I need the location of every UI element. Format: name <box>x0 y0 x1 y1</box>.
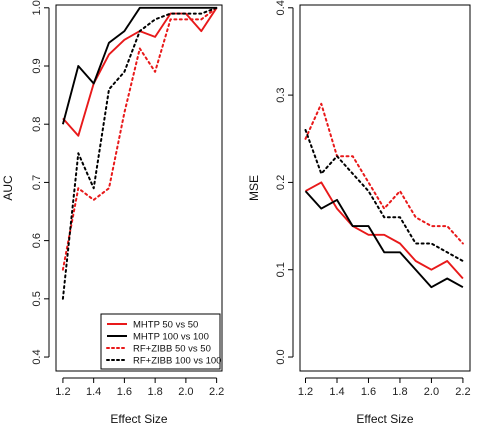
series-line-4 <box>61 6 218 300</box>
x-tick-label: 1.4 <box>86 386 101 398</box>
legend-label: MHTP 50 vs 50 <box>133 320 198 331</box>
y-tick-label: 0.0 <box>275 349 287 364</box>
y-tick-label: 0.4 <box>31 349 43 364</box>
plot-frame <box>299 4 471 372</box>
legend-label: RF+ZIBB 100 vs 100 <box>133 356 221 367</box>
series-line-1 <box>62 7 218 137</box>
chart-panel-2: 1.2 1.4 1.6 1.8 2.0 2.2 0.0 0.1 0.2 0.3 0.4 Effect … <box>247 0 471 426</box>
y-axis-title: MSE <box>247 175 261 201</box>
y-tick-label: 0.6 <box>31 233 43 248</box>
y-tick-label: 0.8 <box>31 117 43 132</box>
x-tick-label: 1.8 <box>147 386 162 398</box>
series-line-1 <box>305 181 464 280</box>
x-tick-label: 1.2 <box>55 386 70 398</box>
y-tick-label: 1.0 <box>31 0 43 15</box>
y-axis-title: AUC <box>1 175 15 201</box>
y-tick-label: 0.2 <box>275 175 287 190</box>
y-tick-label: 0.4 <box>275 0 287 15</box>
x-tick-label: 1.6 <box>361 386 376 398</box>
chart-panel-1: 1.2 1.4 1.6 1.8 2.0 2.2 0.4 0.5 0.6 0.7 0.8 0.9 1.0 E… <box>1 0 224 426</box>
series-line-2 <box>304 190 464 289</box>
x-axis-title: Effect Size <box>356 412 413 426</box>
x-tick-label: 1.8 <box>392 386 407 398</box>
x-tick-label: 1.4 <box>329 386 344 398</box>
y-tick-label: 0.5 <box>31 291 43 306</box>
x-tick-label: 1.2 <box>298 386 313 398</box>
x-axis-title: Effect Size <box>110 412 167 426</box>
x-tick-label: 2.2 <box>209 386 224 398</box>
y-tick-label: 0.7 <box>31 175 43 190</box>
y-tick-label: 0.1 <box>275 262 287 277</box>
series-line-4 <box>304 129 464 262</box>
x-tick-label: 2.0 <box>178 386 193 398</box>
x-tick-label: 2.2 <box>455 386 470 398</box>
series-line-3 <box>61 6 218 271</box>
legend-label: MHTP 100 vs 100 <box>133 332 209 343</box>
series-line-2 <box>61 6 217 125</box>
y-tick-label: 0.9 <box>31 58 43 73</box>
plot-frame <box>55 4 223 372</box>
y-tick-label: 0.3 <box>275 87 287 102</box>
legend-label: RF+ZIBB 50 vs 50 <box>133 344 211 355</box>
x-tick-label: 1.6 <box>117 386 132 398</box>
series-line-3 <box>304 102 464 245</box>
x-tick-label: 2.0 <box>424 386 439 398</box>
